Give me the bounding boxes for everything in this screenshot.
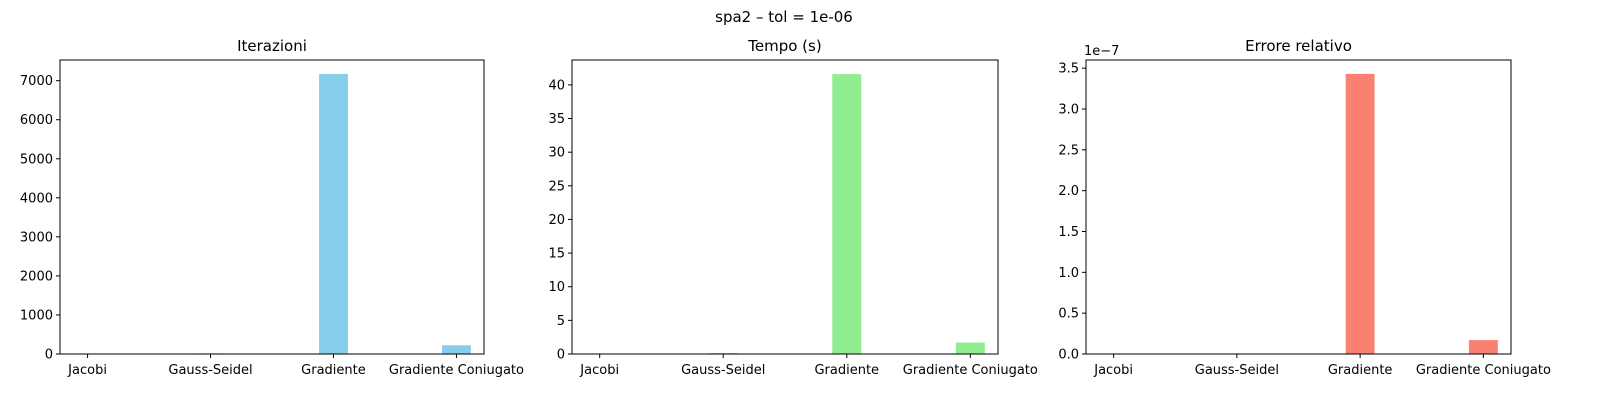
chart-title: Errore relativo	[1245, 37, 1352, 55]
bar-gradiente-coniugato	[1468, 340, 1498, 354]
bar-gradiente	[1345, 73, 1375, 354]
x-tick-label: Gradiente	[1328, 363, 1393, 378]
chart-title: Iterazioni	[237, 37, 307, 55]
chart-panel-1: 0 1000 2000 3000 4000 5000 6000 7000 Jacobi Gauss…	[20, 37, 524, 378]
x-tick-label: Gradiente	[301, 363, 366, 378]
y-tick-label: 25	[548, 179, 565, 194]
x-tick-label: Jacobi	[67, 363, 107, 378]
y-tick-label: 4000	[20, 191, 53, 206]
y-tick-label: 5000	[20, 152, 53, 167]
x-tick-label: Gauss-Seidel	[1195, 363, 1279, 378]
axes-frame	[1085, 59, 1512, 355]
y-tick-label: 1.0	[1058, 266, 1079, 281]
y-offset-label: 1e−7	[1084, 44, 1119, 59]
x-tick-label: Gradiente Coniugato	[1416, 363, 1551, 378]
x-tick-label: Gradiente Coniugato	[389, 363, 524, 378]
chart-title: Tempo (s)	[747, 37, 821, 55]
y-tick-label: 2.0	[1058, 184, 1079, 199]
y-tick-label: 35	[548, 112, 565, 127]
y-tick-label: 2000	[20, 269, 53, 284]
chart-panel-2: 0 5 10 15 20 25 30 35 40 Jacobi Gauss-Seidel Gradie…	[548, 37, 1037, 378]
y-tick-label: 5	[557, 314, 565, 329]
figure-title: spa2 – tol = 1e-06	[715, 8, 853, 26]
axes-frame	[59, 59, 485, 355]
bar-gauss-seidel	[708, 352, 738, 354]
bar-gradiente	[319, 73, 348, 354]
x-tick-label: Gauss-Seidel	[168, 363, 252, 378]
x-tick-label: Gradiente Coniugato	[903, 363, 1038, 378]
y-tick-label: 10	[548, 280, 565, 295]
y-tick-label: 1000	[20, 308, 53, 323]
y-tick-label: 1.5	[1058, 225, 1079, 240]
bar-gradiente-coniugato	[955, 342, 985, 354]
x-tick-label: Jacobi	[579, 363, 619, 378]
y-tick-label: 3.0	[1058, 103, 1079, 118]
y-tick-label: 0.5	[1058, 307, 1079, 322]
y-tick-label: 0	[557, 348, 565, 363]
bar-gradiente-coniugato	[442, 345, 471, 354]
y-tick-label: 6000	[20, 113, 53, 128]
y-tick-label: 3.5	[1058, 62, 1079, 77]
bar-gradiente	[832, 74, 862, 354]
y-tick-label: 0	[45, 348, 53, 363]
y-tick-label: 2.5	[1058, 143, 1079, 158]
x-tick-label: Gradiente	[814, 363, 879, 378]
y-tick-label: 20	[548, 213, 565, 228]
y-tick-label: 40	[548, 78, 565, 93]
y-tick-label: 7000	[20, 74, 53, 89]
y-tick-label: 3000	[20, 230, 53, 245]
chart-panel-3: 0.0 0.5 1.0 1.5 2.0 2.5 3.0 3.5 Jacobi Gauss-Seid…	[1058, 37, 1551, 378]
axes-frame	[571, 59, 999, 355]
y-tick-label: 0.0	[1058, 348, 1079, 363]
x-tick-label: Gauss-Seidel	[681, 363, 765, 378]
y-tick-label: 15	[548, 247, 565, 262]
y-tick-label: 30	[548, 146, 565, 161]
x-tick-label: Jacobi	[1093, 363, 1133, 378]
